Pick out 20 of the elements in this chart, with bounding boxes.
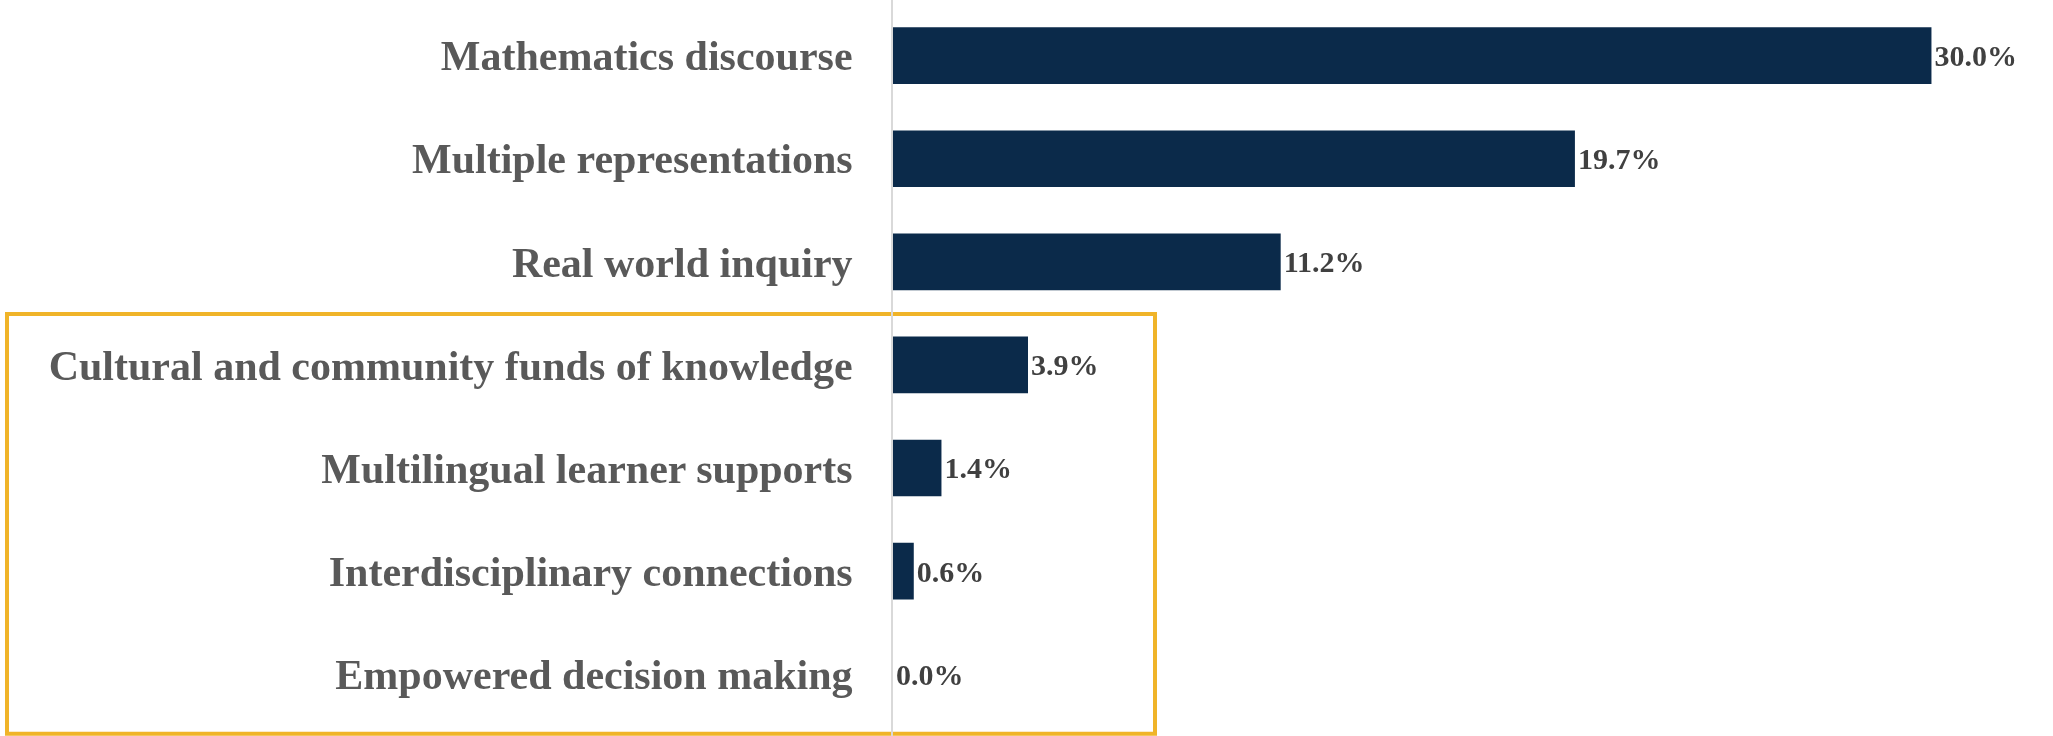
y-tick-label: Real world inquiry [511,239,853,286]
data-label: 19.7% [1577,142,1661,176]
data-label: 11.2% [1283,245,1365,279]
y-tick-label: Multiple representations [412,136,853,183]
data-label: 3.9% [1031,348,1099,382]
y-tick-label: Empowered decision making [335,651,853,698]
y-tick-label: Cultural and community funds of knowledge [48,342,853,389]
bar [893,27,1932,85]
y-tick-label: Interdisciplinary connections [328,548,853,595]
bar [893,233,1281,291]
data-label: 30.0% [1934,39,2017,73]
y-tick-label: Multilingual learner supports [321,445,853,492]
bar [893,439,942,497]
data-label: 0.6% [916,554,985,588]
bar [893,336,1028,394]
bar [893,542,914,600]
data-label: 0.0% [896,657,964,691]
bar [893,130,1575,188]
data-label: 1.4% [944,451,1012,485]
y-tick-label: Mathematics discourse [440,33,853,80]
